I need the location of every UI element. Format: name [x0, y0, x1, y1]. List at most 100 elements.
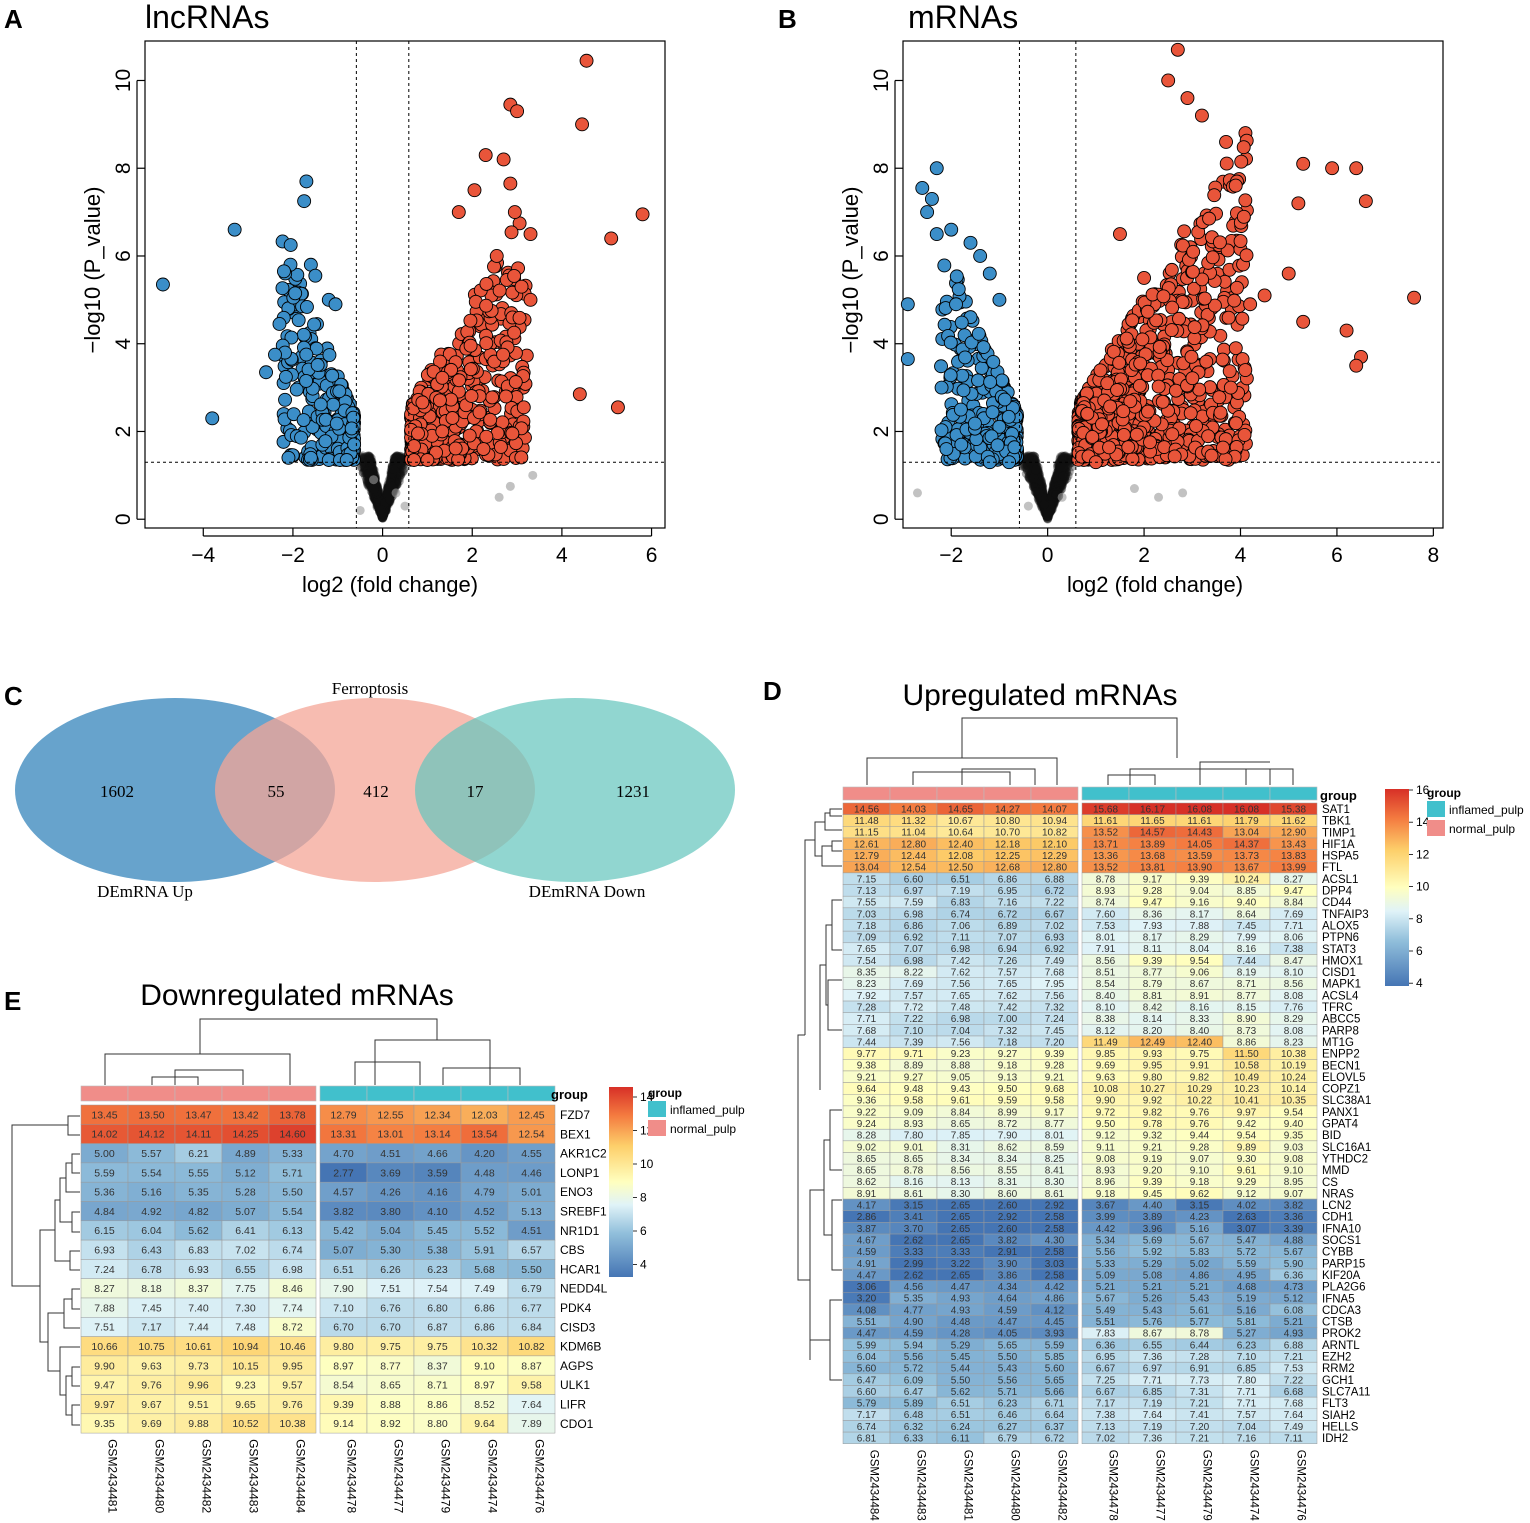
volcano-background-point: [389, 475, 399, 485]
volcano-background-point: [370, 485, 380, 495]
volcano-background-point: [391, 456, 401, 466]
volcano-background-point: [379, 506, 389, 516]
volcano-background-point: [396, 457, 406, 467]
heatmap-cell-value: 10.82: [1042, 828, 1067, 839]
group-annotation-cell: [1128, 786, 1177, 801]
volcano-background-point: [378, 513, 388, 523]
heatmap-cell-value: 7.53: [1096, 921, 1116, 932]
volcano-background-point: [385, 480, 395, 490]
volcano-background-point: [368, 483, 378, 493]
volcano-background-point: [382, 499, 392, 509]
volcano-background-point: [373, 493, 383, 503]
volcano-up-point: [415, 395, 430, 410]
volcano-background-point: [378, 511, 388, 521]
volcano-up-point: [1212, 390, 1227, 405]
volcano-background-point: [373, 497, 383, 507]
volcano-background-point: [381, 494, 391, 504]
volcano-up-point: [485, 390, 500, 405]
volcano-background-point: [389, 479, 399, 489]
volcano-background-point: [380, 505, 390, 515]
volcano-up-point: [1216, 440, 1230, 455]
volcano-background-point: [382, 495, 392, 505]
volcano-up-point: [1164, 323, 1179, 338]
volcano-up-point: [1125, 313, 1140, 328]
volcano-background-point: [390, 481, 400, 491]
volcano-background-point: [377, 506, 387, 516]
panel-a-x-axis: −4 −2 0 2 4 6: [191, 528, 657, 567]
volcano-down-point: [283, 238, 298, 252]
heatmap-cell-value: 11.04: [901, 828, 926, 839]
volcano-background-point: [386, 469, 396, 479]
volcano-background-point: [391, 481, 401, 491]
volcano-background-point: [381, 494, 391, 504]
volcano-background-point: [387, 461, 397, 471]
volcano-background-point: [390, 461, 400, 471]
volcano-background-point: [366, 458, 376, 468]
volcano-background-point: [378, 502, 388, 512]
volcano-background-point: [357, 462, 367, 472]
volcano-background-point: [380, 496, 390, 506]
heatmap-row-label: HIF1A: [1322, 839, 1355, 851]
volcano-background-point: [362, 452, 372, 462]
volcano-background-point: [367, 464, 377, 474]
volcano-background-point: [383, 482, 393, 492]
volcano-up-point: [463, 313, 478, 328]
volcano-background-point: [379, 506, 389, 516]
volcano-background-point: [372, 489, 382, 499]
panel-d-title: Upregulated mRNAs: [902, 679, 1177, 712]
heatmap-cell-value: 8.74: [1096, 898, 1116, 909]
volcano-up-point: [499, 389, 513, 404]
volcano-down-point: [288, 286, 303, 301]
volcano-up-point: [507, 325, 522, 340]
volcano-down-point: [205, 411, 220, 426]
panel-d-column-dendrogram: [866, 717, 1294, 785]
heatmap-cell-value: 6.95: [998, 886, 1018, 897]
volcano-background-point: [363, 459, 373, 469]
heatmap-cell-value: 9.28: [1143, 886, 1163, 897]
volcano-background-point: [379, 502, 389, 512]
heatmap-cell-value: 12.54: [901, 863, 926, 874]
heatmap-cell-value: 12.10: [1042, 839, 1067, 850]
volcano-background-point: [375, 497, 385, 507]
volcano-background-point: [377, 508, 387, 518]
heatmap-cell-value: 9.16: [1190, 898, 1210, 909]
volcano-down-point: [953, 402, 968, 417]
group-annotation-cell: [983, 786, 1032, 801]
volcano-background-point: [373, 498, 383, 508]
volcano-ns-point: [400, 501, 410, 511]
volcano-background-point: [364, 453, 374, 463]
volcano-background-point: [381, 493, 391, 503]
volcano-background-point: [392, 454, 402, 464]
heatmap-cell-value: 7.16: [998, 898, 1018, 909]
volcano-background-point: [381, 505, 391, 515]
group-annotation-cell: [889, 786, 938, 801]
volcano-background-point: [379, 503, 389, 513]
heatmap-cell-value: 13.71: [1093, 839, 1118, 850]
volcano-background-point: [374, 497, 384, 507]
volcano-background-point: [374, 499, 384, 509]
volcano-background-point: [376, 506, 386, 516]
volcano-background-point: [375, 495, 385, 505]
volcano-down-point: [313, 397, 328, 412]
volcano-background-point: [382, 494, 392, 504]
volcano-up-point: [411, 426, 425, 441]
heatmap-cell-value: 12.40: [948, 839, 973, 850]
volcano-background-point: [378, 507, 388, 517]
volcano-background-point: [365, 458, 375, 468]
volcano-up-point: [579, 53, 594, 68]
volcano-background-point: [377, 513, 387, 523]
venn-count-ferroptosis-only: 412: [363, 782, 389, 801]
heatmap-row-label: SAT1: [1322, 804, 1350, 816]
volcano-background-point: [392, 474, 402, 484]
volcano-up-point: [420, 453, 435, 467]
volcano-background-point: [381, 496, 391, 506]
volcano-background-point: [379, 506, 389, 516]
volcano-background-point: [391, 468, 401, 478]
volcano-up-point: [435, 370, 450, 385]
volcano-up-point: [1204, 448, 1219, 463]
volcano-background-point: [364, 451, 374, 461]
volcano-background-point: [379, 501, 389, 511]
volcano-background-point: [376, 503, 386, 513]
